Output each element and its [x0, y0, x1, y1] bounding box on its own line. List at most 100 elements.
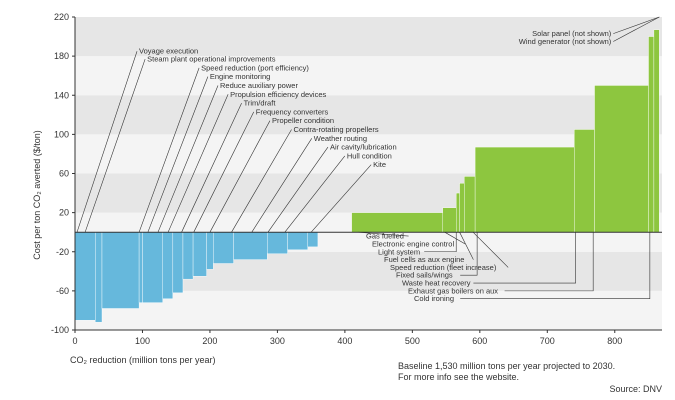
- leader-top-1: [613, 16, 660, 42]
- bar-22: [594, 85, 649, 233]
- leader-left-10: [251, 138, 313, 233]
- leader-left-13: [310, 164, 372, 233]
- bar-16: [442, 207, 457, 233]
- bar-23: [648, 36, 655, 233]
- x-tick-label: 700: [540, 336, 555, 346]
- label-left-12: Hull condition: [347, 151, 392, 160]
- label-left-5: Propulsion efficiency devices: [230, 90, 326, 99]
- bar-4: [142, 231, 163, 303]
- bar-8: [192, 231, 207, 277]
- bar-3: [138, 231, 143, 303]
- x-tick-label: 100: [135, 336, 150, 346]
- note-source: Source: DNV: [609, 384, 662, 394]
- label-left-6: Trim/draft: [244, 99, 277, 108]
- label-bottom-0: Gas fuelled: [366, 232, 404, 241]
- label-bottom-8: Cold ironing: [414, 294, 454, 303]
- label-top-1: Wind generator (not shown): [519, 37, 612, 46]
- leader-left-8: [209, 120, 271, 233]
- bar-12: [267, 231, 288, 254]
- leader-left-0: [76, 51, 138, 233]
- note-baseline: Baseline 1,530 million tons per year pro…: [398, 361, 615, 371]
- leader-left-7: [193, 111, 255, 233]
- y-tick-label: 60: [59, 169, 69, 179]
- label-bottom-7: Exhaust gas boilers on aux: [408, 286, 498, 295]
- y-tick-label: -60: [56, 286, 69, 296]
- grid-band: [75, 95, 662, 135]
- x-tick-label: 0: [72, 336, 77, 346]
- label-left-9: Contra-rotating propellers: [294, 125, 379, 134]
- leader-bottom-6: [473, 232, 576, 284]
- leader-left-9: [231, 129, 292, 233]
- bar-13: [287, 231, 308, 250]
- label-bottom-5: Fixed sails/wings: [396, 271, 453, 280]
- leader-bottom-5: [460, 232, 478, 276]
- leader-left-2: [138, 67, 200, 233]
- leader-left-12: [284, 155, 346, 233]
- label-left-10: Weather routing: [314, 134, 367, 143]
- grid-band: [75, 17, 662, 57]
- bar-11: [233, 231, 268, 260]
- y-tick-label: 220: [54, 12, 69, 22]
- bar-24: [653, 29, 660, 233]
- label-top-0: Solar panel (not shown): [532, 29, 612, 38]
- x-tick-label: 800: [607, 336, 622, 346]
- leader-bottom-8: [460, 232, 651, 300]
- label-left-4: Reduce auxiliary power: [220, 81, 298, 90]
- bar-6: [172, 231, 184, 294]
- y-tick-label: -20: [56, 247, 69, 257]
- bars-group: [74, 29, 660, 323]
- x-tick-label: 500: [405, 336, 420, 346]
- axes-group: -100 -60 -20 20 60 100 140 180 220 0 100 200 300 400 5…: [51, 12, 662, 346]
- leader-left-3: [147, 76, 209, 233]
- label-bottom-2: Light system: [378, 247, 420, 256]
- y-tick-label: 100: [54, 129, 69, 139]
- y-axis-label: Cost per ton CO₂ averted ($/ton): [32, 130, 42, 260]
- label-bottom-3: Fuel cells as aux engine: [384, 255, 464, 264]
- label-left-0: Voyage execution: [139, 47, 198, 56]
- y-tick-label: 140: [54, 90, 69, 100]
- bar-15: [351, 212, 443, 233]
- x-tick-label: 200: [202, 336, 217, 346]
- bar-2: [101, 231, 140, 309]
- label-left-11: Air cavity/lubrication: [330, 143, 397, 152]
- label-left-7: Frequency converters: [256, 107, 329, 116]
- label-left-13: Kite: [373, 160, 386, 169]
- label-leaders: [76, 16, 660, 300]
- y-tick-label: 20: [59, 208, 69, 218]
- x-axis-label: CO₂ reduction (million tons per year): [70, 355, 216, 365]
- x-tick-label: 300: [270, 336, 285, 346]
- bar-21: [574, 129, 595, 233]
- label-left-8: Propeller condition: [272, 116, 334, 125]
- leader-bottom-3: [459, 232, 474, 260]
- label-bottom-1: Electronic engine control: [372, 239, 454, 248]
- bar-14: [307, 231, 319, 248]
- bar-7: [182, 231, 194, 280]
- leader-left-6: [181, 102, 242, 233]
- x-tick-label: 600: [472, 336, 487, 346]
- bar-5: [162, 231, 174, 299]
- label-left-2: Speed reduction (port efficiency): [201, 63, 309, 72]
- leader-bottom-1: [444, 231, 466, 245]
- bar-18: [459, 183, 465, 233]
- note-website: For more info see the website.: [398, 372, 519, 382]
- grid-band: [75, 56, 662, 96]
- x-tick-label: 400: [337, 336, 352, 346]
- leader-top-0: [613, 16, 660, 34]
- leader-left-1: [84, 58, 146, 233]
- y-tick-label: -100: [51, 325, 69, 335]
- leader-bottom-4: [472, 231, 509, 268]
- leader-left-4: [157, 85, 219, 233]
- bar-9: [206, 231, 214, 270]
- leader-bottom-7: [504, 232, 594, 292]
- bar-20: [474, 146, 575, 233]
- label-left-1: Steam plant operational improvements: [147, 55, 276, 64]
- bar-0: [74, 231, 96, 321]
- leader-bottom-0: [358, 231, 409, 237]
- bar-19: [464, 176, 476, 233]
- bar-1: [95, 231, 103, 323]
- leader-left-5: [167, 94, 229, 233]
- bar-17: [456, 192, 460, 233]
- label-left-3: Engine monitoring: [210, 72, 270, 81]
